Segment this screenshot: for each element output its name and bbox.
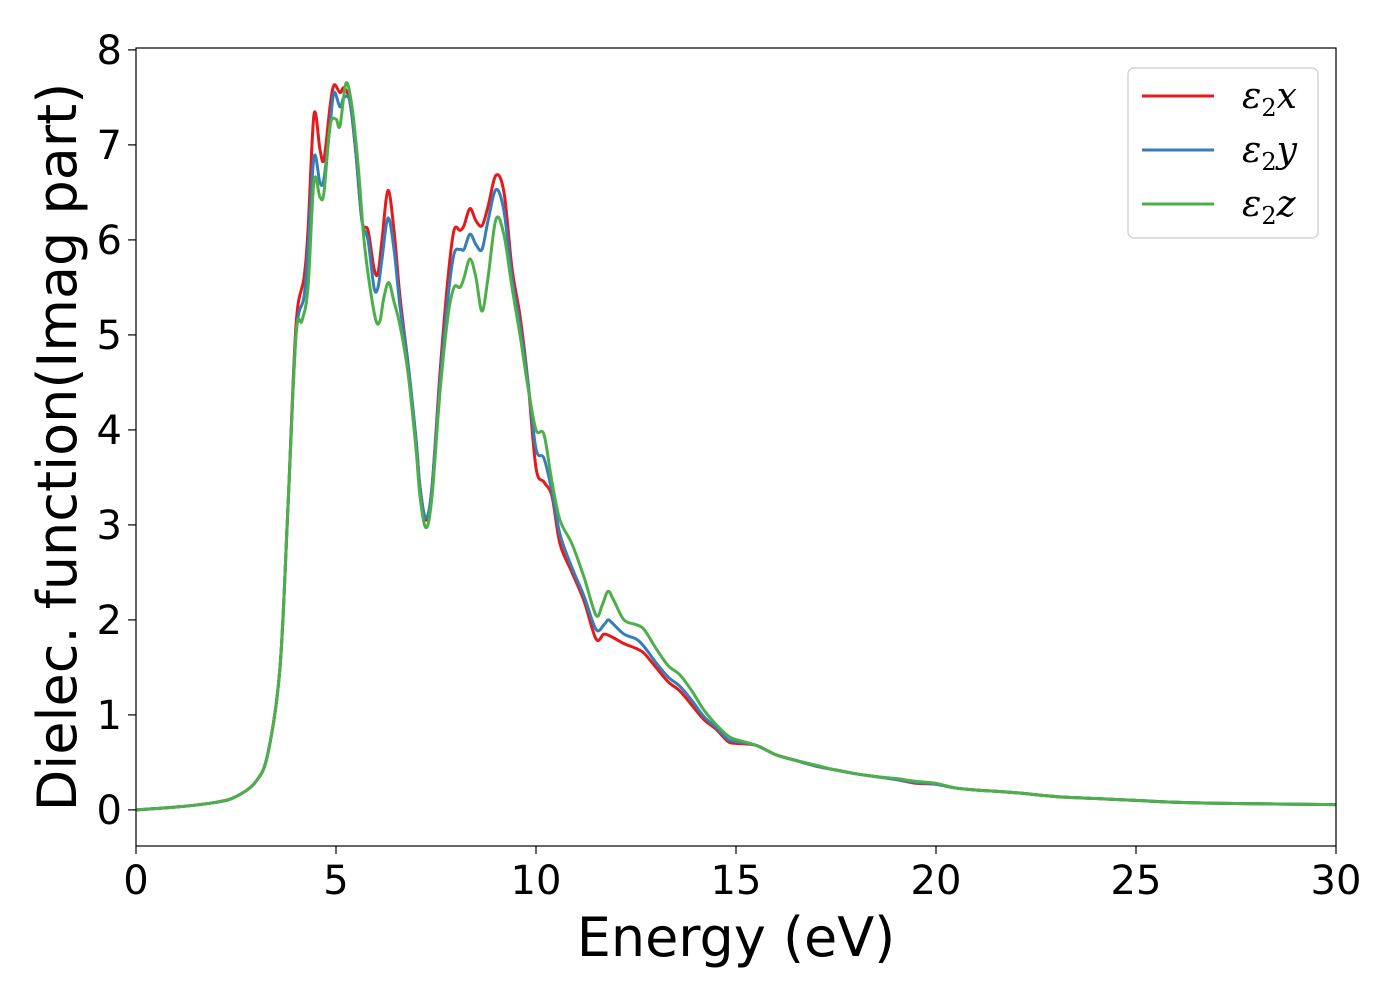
y-axis-ticks: 0 1 2 3 4 5 6 7 8 — [97, 28, 136, 834]
x-tick-label: 30 — [1311, 858, 1362, 904]
legend-label-x: ε2x — [1242, 76, 1297, 122]
x-tick-label: 10 — [511, 858, 562, 904]
y-tick-label: 5 — [97, 313, 122, 359]
y-tick-label: 7 — [97, 123, 122, 169]
y-tick-label: 6 — [97, 218, 122, 264]
series-layer — [135, 81, 1337, 812]
x-axis-label: Energy (eV) — [577, 906, 896, 969]
legend: ε2x ε2y ε2z — [1127, 67, 1319, 239]
x-tick-label: 25 — [1111, 858, 1162, 904]
series-line-z — [135, 81, 1337, 812]
x-axis-ticks: 0 5 10 15 20 25 30 — [123, 846, 1361, 904]
legend-label-z: ε2z — [1242, 184, 1297, 230]
x-tick-label: 15 — [711, 858, 762, 904]
y-tick-label: 0 — [97, 788, 122, 834]
legend-label-y: ε2y — [1242, 130, 1298, 176]
x-tick-label: 0 — [123, 858, 148, 904]
y-tick-label: 3 — [97, 503, 122, 549]
y-tick-label: 4 — [97, 408, 122, 454]
y-tick-label: 1 — [97, 693, 122, 739]
y-tick-label: 8 — [97, 28, 122, 74]
x-tick-label: 20 — [911, 858, 962, 904]
y-axis-label: Dielec. function(Imag part) — [26, 83, 89, 812]
x-tick-label: 5 — [323, 858, 348, 904]
legend-box — [1127, 67, 1319, 239]
y-tick-label: 2 — [97, 598, 122, 644]
